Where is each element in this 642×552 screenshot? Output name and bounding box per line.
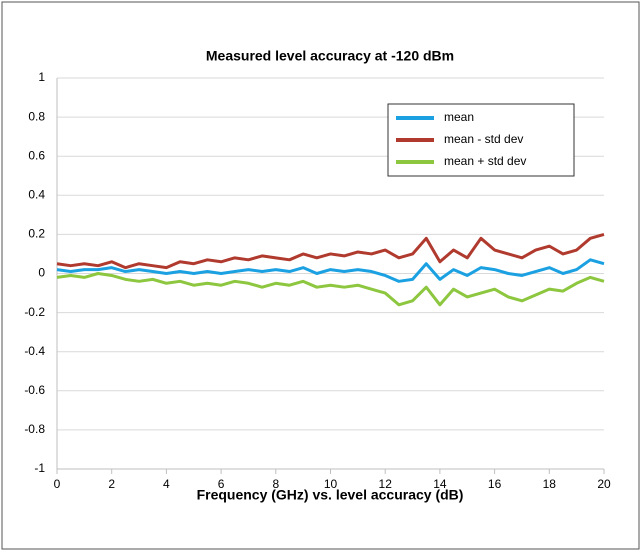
series-line — [56, 272, 605, 307]
y-tick-label: 0.4 — [28, 187, 45, 201]
x-tick-label: 6 — [218, 477, 225, 491]
series-line — [56, 232, 605, 270]
x-tick-label: 4 — [163, 477, 170, 491]
y-tick-label: -1 — [34, 461, 45, 475]
y-tick-label: -0.6 — [24, 383, 45, 397]
x-tick-label: 18 — [543, 477, 557, 491]
y-tick-label: 1 — [38, 70, 45, 84]
x-tick-label: 14 — [433, 477, 447, 491]
y-tick-label: 0.6 — [28, 148, 45, 162]
legend-label: mean + std dev — [444, 154, 526, 168]
x-tick-label: 16 — [488, 477, 502, 491]
legend-label: mean - std dev — [444, 132, 523, 146]
x-axis-label: Frequency (GHz) vs. level accuracy (dB) — [197, 487, 464, 503]
x-tick-label: 0 — [54, 477, 61, 491]
x-tick-label: 2 — [108, 477, 115, 491]
x-tick-label: 12 — [379, 477, 393, 491]
y-tick-label: -0.4 — [24, 344, 45, 358]
y-tick-label: 0.2 — [28, 227, 45, 241]
x-tick-label: 8 — [272, 477, 279, 491]
y-tick-label: 0 — [38, 266, 45, 280]
y-tick-label: 0.8 — [28, 109, 45, 123]
series-line — [56, 258, 605, 283]
legend-label: mean — [444, 110, 474, 124]
y-tick-label: -0.8 — [24, 422, 45, 436]
x-tick-label: 20 — [597, 477, 611, 491]
x-tick-label: 10 — [324, 477, 338, 491]
chart-title: Measured level accuracy at -120 dBm — [206, 48, 454, 64]
y-tick-label: -0.2 — [24, 305, 45, 319]
